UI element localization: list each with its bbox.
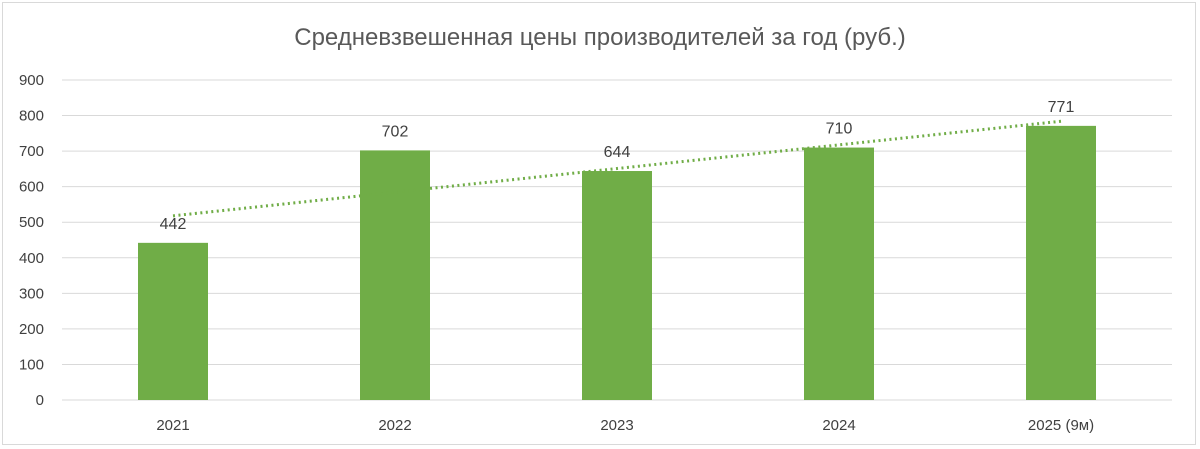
data-label: 442	[160, 216, 187, 233]
bar	[1026, 125, 1096, 400]
data-label: 771	[1048, 99, 1075, 116]
x-tick-label: 2024	[822, 417, 855, 434]
y-tick-label: 300	[19, 285, 44, 302]
y-tick-label: 200	[19, 321, 44, 338]
bar	[360, 150, 430, 400]
data-label: 702	[382, 123, 409, 140]
data-label: 644	[604, 144, 631, 161]
x-tick-label: 2021	[156, 417, 189, 434]
chart-title: Средневзвешенная цены производителей за …	[294, 24, 906, 51]
y-tick-label: 600	[19, 179, 44, 196]
y-tick-label: 800	[19, 108, 44, 125]
y-tick-label: 0	[36, 392, 44, 409]
y-tick-label: 100	[19, 356, 44, 373]
x-tick-label: 2022	[378, 417, 411, 434]
bar	[582, 171, 652, 400]
bar	[138, 242, 208, 400]
data-label: 710	[826, 121, 853, 138]
trendline	[172, 119, 1062, 218]
trend-layer	[172, 119, 1062, 218]
y-tick-label: 700	[19, 143, 44, 160]
y-tick-label: 400	[19, 250, 44, 267]
labels-layer: 0 100 200 300 400 500 600 700 800 900 442 2021 702 20…	[19, 72, 1094, 434]
y-tick-label: 500	[19, 214, 44, 231]
bars-layer	[138, 125, 1096, 400]
bar	[804, 147, 874, 400]
x-tick-label: 2023	[600, 417, 633, 434]
y-tick-label: 900	[19, 72, 44, 89]
x-tick-label: 2025 (9м)	[1028, 417, 1094, 434]
